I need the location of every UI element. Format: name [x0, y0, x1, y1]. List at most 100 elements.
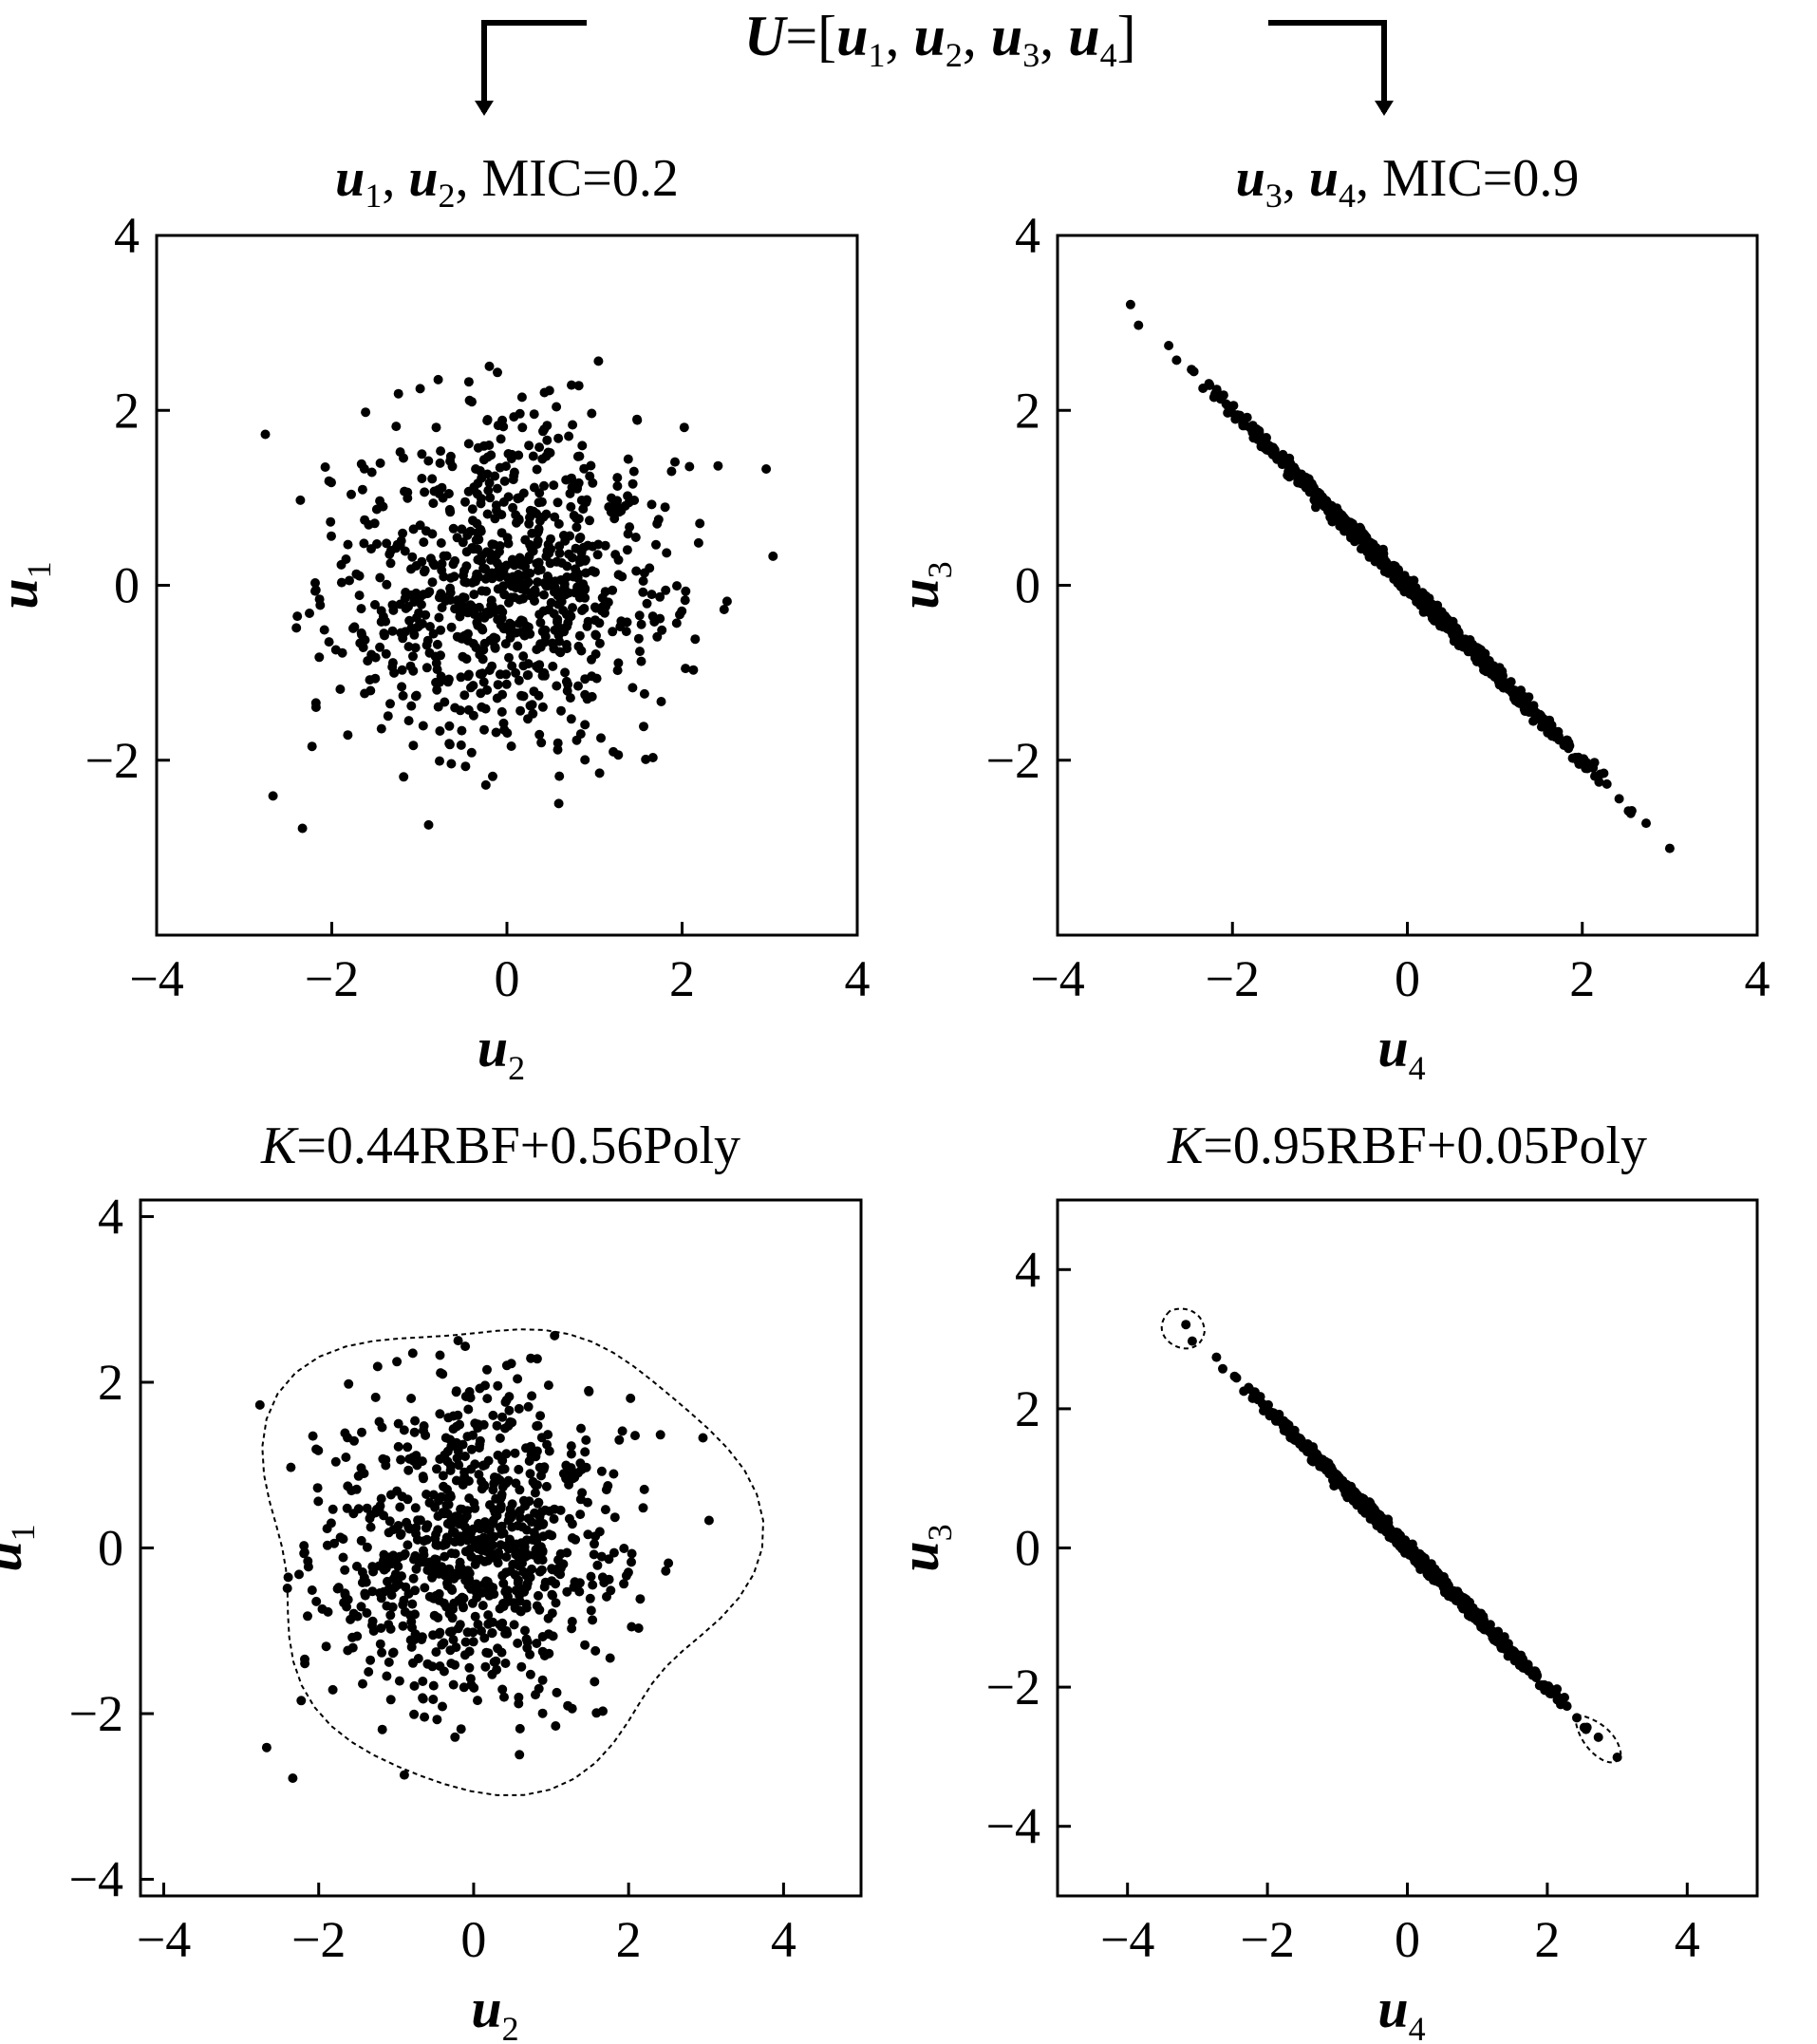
data-point	[427, 529, 438, 539]
data-point	[594, 638, 605, 648]
data-point	[431, 658, 441, 668]
data-point	[491, 727, 501, 738]
data-point	[539, 387, 550, 398]
y-tick-label: −2	[69, 1685, 123, 1742]
data-point	[690, 634, 701, 645]
data-point	[404, 615, 415, 626]
data-point	[297, 823, 308, 834]
data-point	[357, 484, 367, 495]
data-point	[438, 1369, 448, 1379]
data-point	[435, 1454, 445, 1464]
data-point	[463, 1404, 474, 1415]
data-point	[382, 579, 392, 590]
data-point	[478, 1601, 488, 1611]
data-point	[335, 684, 346, 694]
data-point	[456, 1724, 466, 1735]
data-point	[509, 412, 519, 422]
data-point	[553, 630, 564, 641]
data-point	[406, 701, 417, 711]
data-point	[675, 609, 684, 620]
data-point	[1429, 612, 1439, 623]
data-point	[539, 1462, 550, 1472]
data-point	[544, 1506, 554, 1516]
data-point	[1388, 570, 1398, 580]
data-point	[409, 1427, 420, 1437]
data-point	[1564, 743, 1574, 754]
data-point	[514, 1561, 524, 1571]
data-point	[494, 565, 504, 575]
data-point	[662, 548, 672, 558]
data-point	[420, 1712, 430, 1722]
data-point	[519, 630, 530, 641]
data-point	[381, 648, 391, 659]
data-point	[533, 577, 543, 588]
data-point	[568, 603, 577, 613]
data-point	[548, 1590, 558, 1601]
data-point	[490, 642, 500, 652]
data-point	[303, 1556, 313, 1566]
data-point	[623, 454, 633, 464]
data-point	[488, 1485, 498, 1495]
data-point	[300, 1659, 310, 1669]
data-point	[505, 618, 515, 628]
data-point	[403, 1465, 414, 1475]
data-point	[307, 1585, 317, 1595]
data-point	[468, 516, 478, 526]
data-point	[385, 699, 395, 709]
data-point	[518, 593, 528, 604]
data-point	[310, 703, 321, 712]
header-sub-3: 3	[1022, 36, 1040, 74]
data-point	[608, 585, 618, 595]
data-point	[354, 591, 365, 601]
data-point	[291, 623, 302, 633]
x-tick-label: −4	[129, 950, 183, 1007]
data-point	[636, 619, 646, 629]
data-point	[439, 551, 449, 561]
data-point	[419, 1473, 428, 1484]
data-point	[534, 663, 544, 673]
data-point	[460, 1637, 471, 1647]
data-point	[1312, 489, 1322, 498]
data-point	[382, 1601, 392, 1611]
data-point	[1593, 1732, 1603, 1742]
data-point	[609, 1469, 619, 1479]
data-point	[347, 1642, 358, 1653]
y-tick-label: 0	[1015, 1520, 1040, 1577]
data-point	[388, 605, 399, 615]
data-point	[761, 464, 772, 474]
data-point	[376, 617, 386, 627]
data-point	[542, 435, 553, 445]
data-point	[1439, 1574, 1450, 1585]
data-point	[462, 1627, 473, 1638]
data-point	[466, 1679, 477, 1690]
data-point	[537, 1632, 548, 1641]
data-point	[590, 649, 601, 659]
data-point	[1560, 1693, 1569, 1702]
data-point	[552, 1687, 562, 1697]
x-tick-label: −4	[137, 1911, 191, 1968]
data-point	[311, 1596, 322, 1606]
y-tick-label: 4	[98, 1188, 123, 1245]
data-point	[358, 1678, 367, 1689]
data-point	[440, 1551, 450, 1562]
data-point	[496, 1464, 507, 1474]
data-point	[545, 558, 555, 569]
data-point	[588, 566, 597, 576]
data-point	[1280, 458, 1290, 468]
data-point	[496, 1521, 507, 1531]
data-point	[408, 1455, 419, 1466]
data-point	[568, 420, 578, 430]
data-point	[544, 1529, 554, 1540]
data-point	[396, 535, 406, 546]
data-point	[511, 510, 521, 520]
data-point	[521, 579, 532, 590]
data-point	[1506, 677, 1516, 687]
data-point	[434, 1629, 444, 1640]
data-point	[474, 602, 484, 612]
data-point	[1524, 1662, 1533, 1673]
data-point	[583, 1529, 593, 1540]
data-point	[473, 1696, 482, 1706]
data-point	[541, 1481, 552, 1491]
data-point	[1235, 410, 1246, 421]
data-point	[393, 1418, 403, 1429]
